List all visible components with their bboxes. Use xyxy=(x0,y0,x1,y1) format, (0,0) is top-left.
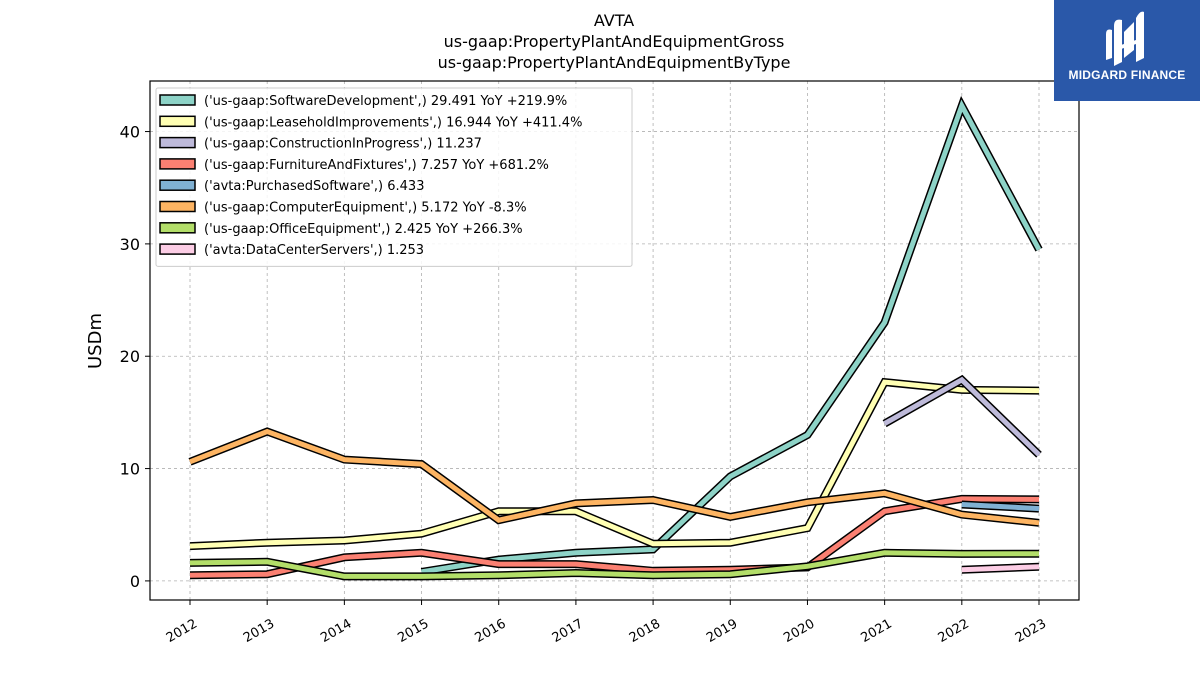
legend-swatch xyxy=(159,222,196,234)
series-line xyxy=(189,377,1040,551)
legend-label: ('avta:PurchasedSoftware',) 6.433 xyxy=(204,179,424,194)
x-axis: 2012 2013 2014 2015 2016 2017 2018 2019 2020 2021… xyxy=(164,600,1049,646)
series-line xyxy=(188,427,1040,527)
series-line-fill xyxy=(189,496,1040,578)
y-axis-label: USDm xyxy=(85,313,106,369)
series-line-fill xyxy=(189,428,1040,526)
chart-title: AVTA us-gaap:PropertyPlantAndEquipmentGro… xyxy=(438,11,791,72)
chart-title-line: us-gaap:PropertyPlantAndEquipmentByType xyxy=(438,53,791,72)
logo-text: MIDGARD FINANCE xyxy=(1068,68,1186,82)
x-tick-label: 2017 xyxy=(550,616,586,646)
series-line-fill xyxy=(961,502,1040,512)
y-tick-label: 40 xyxy=(120,123,140,142)
x-tick-label: 2015 xyxy=(395,616,431,646)
legend-swatch xyxy=(159,200,196,213)
legend-label: ('us-gaap:FurnitureAndFixtures',) 7.257 … xyxy=(204,158,549,173)
legend-swatch xyxy=(159,115,196,128)
logo: MIDGARD FINANCE xyxy=(1054,0,1200,101)
legend-label: ('us-gaap:ConstructionInProgress',) 11.2… xyxy=(204,137,482,152)
x-tick-label: 2018 xyxy=(627,616,663,646)
y-tick-label: 10 xyxy=(120,460,140,479)
series-line-fill xyxy=(421,99,1042,575)
x-tick-label: 2019 xyxy=(704,616,740,646)
legend: ('us-gaap:SoftwareDevelopment',) 29.491 … xyxy=(155,87,633,267)
series-line-fill xyxy=(189,379,1040,549)
series-line xyxy=(961,500,1040,513)
legend-swatch xyxy=(159,243,196,255)
x-tick-label: 2023 xyxy=(1013,616,1049,646)
series-line xyxy=(189,494,1040,580)
series-line-fill xyxy=(961,564,1040,573)
y-tick-label: 20 xyxy=(120,347,140,366)
legend-label: ('us-gaap:ComputerEquipment',) 5.172 YoY… xyxy=(204,201,527,216)
y-axis: 0 10 20 30 40 xyxy=(120,123,150,591)
plot-frame xyxy=(149,80,1080,601)
legend-swatch xyxy=(159,158,196,170)
x-tick-label: 2020 xyxy=(781,616,817,646)
x-tick-label: 2016 xyxy=(473,616,509,646)
chart-title-line: us-gaap:PropertyPlantAndEquipmentGross xyxy=(444,32,785,51)
series-line-fill xyxy=(883,376,1041,457)
series-line-fill xyxy=(189,550,1040,579)
series-line xyxy=(882,374,1042,458)
legend-label: ('us-gaap:SoftwareDevelopment',) 29.491 … xyxy=(204,94,567,109)
x-tick-label: 2013 xyxy=(241,616,277,646)
x-tick-label: 2021 xyxy=(858,616,894,646)
legend-swatch xyxy=(159,136,196,149)
series-line xyxy=(189,548,1040,581)
series-line xyxy=(420,95,1043,576)
legend-label: ('us-gaap:LeaseholdImprovements',) 16.94… xyxy=(204,115,582,130)
x-tick-label: 2014 xyxy=(318,616,354,646)
legend-box xyxy=(155,87,633,267)
series-lines xyxy=(188,95,1043,581)
legend-label: ('avta:DataCenterServers',) 1.253 xyxy=(204,243,424,258)
x-tick-label: 2012 xyxy=(164,616,200,646)
legend-label: ('us-gaap:OfficeEquipment',) 2.425 YoY +… xyxy=(204,222,523,237)
y-tick-label: 0 xyxy=(130,572,140,591)
legend-swatch xyxy=(159,179,196,191)
midgard-logo-icon xyxy=(1106,11,1144,67)
series-line xyxy=(961,562,1040,574)
x-tick-label: 2022 xyxy=(936,616,972,646)
y-tick-label: 30 xyxy=(120,235,140,254)
legend-swatch xyxy=(159,94,196,106)
chart-title-line: AVTA xyxy=(594,11,634,30)
